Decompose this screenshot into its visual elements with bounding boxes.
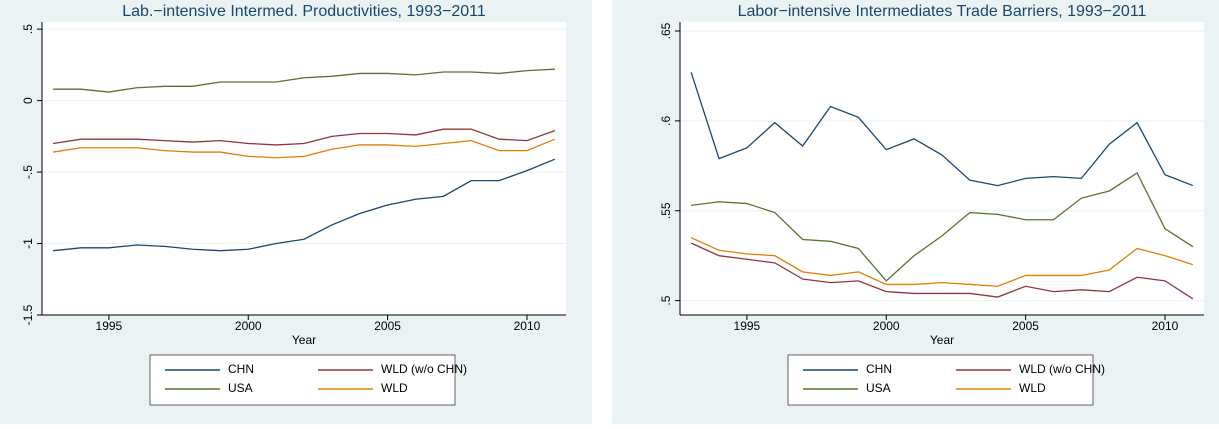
series-line	[53, 128, 556, 146]
y-tick-label: -1.5	[21, 304, 35, 325]
y-tick-label: .5	[659, 295, 673, 305]
chart-panel: Lab.−intensive Intermed. Productivities,…	[0, 0, 592, 424]
series-line	[690, 72, 1194, 187]
x-tick-label: 2000	[235, 319, 262, 333]
x-tick-label: 1995	[734, 319, 761, 333]
legend-label: CHN	[866, 362, 892, 376]
plot-area	[680, 22, 1204, 315]
series-line	[53, 138, 556, 159]
series-line	[691, 172, 1194, 282]
legend-label: WLD (w/o CHN)	[381, 362, 467, 376]
legend-label: USA	[228, 381, 253, 395]
x-tick-label: 2000	[873, 319, 900, 333]
chart-title: Lab.−intensive Intermed. Productivities,…	[122, 3, 486, 20]
series-line	[690, 242, 1194, 300]
legend-label: WLD	[1019, 381, 1046, 395]
series-line	[53, 158, 556, 252]
chart-title: Labor−intensive Intermediates Trade Barr…	[738, 3, 1147, 20]
legend-box	[149, 354, 456, 406]
x-tick-label: 1995	[96, 319, 123, 333]
legend-box	[787, 354, 1094, 406]
x-tick-label: 2010	[514, 319, 541, 333]
y-tick-label: -1	[21, 238, 35, 249]
legend-label: CHN	[228, 362, 254, 376]
x-tick-label: 2010	[1152, 319, 1179, 333]
y-tick-label: .6	[659, 116, 673, 126]
y-tick-label: .55	[659, 202, 673, 219]
y-tick-label: 0	[21, 97, 35, 104]
legend-label: USA	[866, 381, 891, 395]
chart-panel: Labor−intensive Intermediates Trade Barr…	[612, 0, 1219, 424]
x-tick-label: 2005	[1012, 319, 1039, 333]
series-line	[690, 237, 1194, 287]
legend-label: WLD (w/o CHN)	[1019, 362, 1105, 376]
x-tick-label: 2005	[374, 319, 401, 333]
series-line	[53, 68, 555, 93]
y-tick-label: .5	[21, 24, 35, 34]
x-axis-title: Year	[930, 333, 954, 347]
plot-area	[42, 22, 566, 315]
y-tick-label: -.5	[21, 165, 35, 179]
y-tick-label: .65	[659, 22, 673, 39]
legend-label: WLD	[381, 381, 408, 395]
x-axis-title: Year	[292, 333, 316, 347]
